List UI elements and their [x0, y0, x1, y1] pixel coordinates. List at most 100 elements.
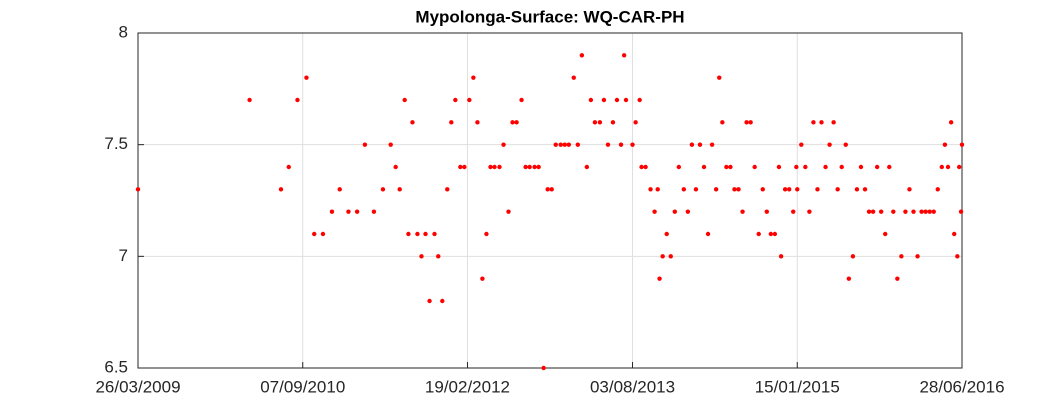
point	[597, 120, 603, 125]
point	[419, 254, 424, 259]
point	[623, 97, 629, 103]
point	[724, 164, 729, 170]
point	[760, 187, 765, 192]
point	[664, 231, 669, 237]
point	[471, 75, 476, 80]
y-tick-label: 7.5	[104, 134, 128, 153]
point	[402, 97, 407, 103]
point	[614, 97, 620, 103]
point	[709, 142, 715, 147]
point	[720, 120, 725, 125]
point	[660, 254, 665, 259]
point	[278, 187, 284, 192]
point	[410, 120, 415, 125]
point	[484, 231, 489, 237]
point	[571, 75, 576, 80]
point	[337, 187, 342, 192]
point	[506, 209, 511, 214]
point	[380, 187, 386, 192]
point	[748, 120, 753, 125]
y-tick-label: 6.5	[104, 357, 128, 376]
point	[545, 187, 550, 192]
point	[523, 164, 528, 170]
point	[304, 75, 309, 80]
point	[803, 164, 808, 170]
point	[782, 187, 788, 192]
point	[958, 209, 964, 214]
point	[432, 231, 437, 237]
point	[286, 164, 291, 170]
point	[610, 120, 616, 125]
point	[807, 209, 812, 214]
point	[621, 53, 627, 58]
point	[514, 120, 519, 125]
point	[648, 187, 653, 192]
point	[899, 254, 904, 259]
point	[827, 142, 832, 147]
point	[584, 164, 590, 170]
point	[630, 142, 635, 147]
point	[247, 97, 252, 103]
point	[786, 187, 792, 192]
point	[445, 187, 450, 192]
point	[655, 187, 660, 192]
chart-title: Mypolonga-Surface: WQ-CAR-PH	[415, 7, 684, 26]
point	[501, 142, 506, 147]
point	[346, 209, 351, 214]
point	[858, 164, 864, 170]
point	[846, 276, 852, 281]
point	[681, 187, 687, 192]
point	[862, 187, 868, 192]
point	[566, 142, 572, 147]
point	[558, 142, 563, 147]
point	[588, 97, 594, 103]
point	[887, 164, 892, 170]
point	[393, 164, 398, 170]
point	[637, 97, 642, 103]
point	[713, 187, 719, 192]
point	[618, 142, 624, 147]
point	[532, 164, 537, 170]
point	[948, 120, 954, 125]
point	[423, 231, 428, 237]
point	[135, 187, 141, 192]
point	[697, 142, 703, 147]
point	[685, 209, 691, 214]
x-tick-label: 07/09/2010	[260, 377, 345, 396]
point	[295, 97, 300, 103]
point	[752, 164, 757, 170]
point	[488, 164, 493, 170]
point	[815, 187, 820, 192]
point	[415, 231, 420, 237]
point	[676, 164, 682, 170]
point	[639, 164, 644, 170]
point	[945, 164, 951, 170]
point	[406, 231, 411, 237]
x-tick-label: 03/08/2013	[590, 377, 675, 396]
point	[693, 187, 699, 192]
point	[952, 231, 957, 237]
point	[633, 120, 638, 125]
point	[354, 209, 360, 214]
point	[510, 120, 515, 125]
point	[643, 164, 648, 170]
point	[467, 97, 472, 103]
point	[843, 142, 848, 147]
point	[791, 209, 796, 214]
point	[329, 209, 335, 214]
point	[744, 120, 749, 125]
point	[388, 142, 393, 147]
x-tick-label: 15/01/2015	[755, 377, 840, 396]
point	[440, 298, 445, 304]
point	[907, 187, 912, 192]
point	[480, 276, 485, 281]
point	[931, 209, 936, 214]
point	[874, 164, 880, 170]
point	[927, 209, 932, 214]
point	[778, 254, 784, 259]
point	[764, 209, 770, 214]
point	[854, 187, 860, 192]
point	[689, 142, 695, 147]
point	[527, 164, 532, 170]
point	[397, 187, 402, 192]
